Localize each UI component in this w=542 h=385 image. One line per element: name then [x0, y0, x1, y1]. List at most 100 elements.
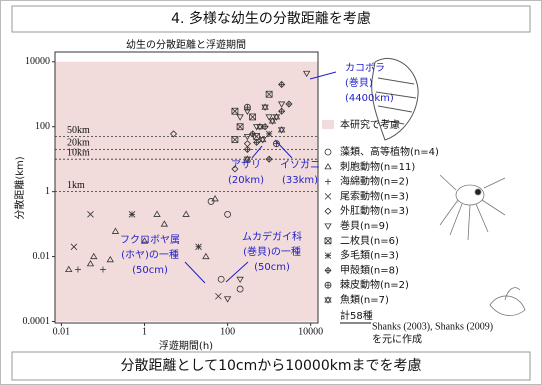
y-tick-label: 0.0001 — [23, 316, 51, 327]
point — [65, 265, 73, 272]
legend-band-swatch — [322, 120, 334, 129]
marker-part — [243, 133, 252, 141]
annotation-arrow — [251, 145, 263, 159]
legend-label: 多毛類(n=3) — [340, 249, 399, 262]
y-tick-label: 100 — [35, 121, 50, 132]
marker-part — [236, 114, 244, 121]
marker-part — [231, 107, 239, 115]
marker-part — [86, 259, 95, 267]
marker-part — [236, 123, 244, 131]
marker-part — [106, 255, 114, 263]
marker-part — [128, 211, 136, 218]
point — [231, 165, 239, 173]
legend-marker — [324, 148, 332, 156]
annotation-arrow — [274, 139, 293, 159]
point — [243, 155, 252, 163]
point — [231, 136, 239, 144]
legend-marker — [324, 223, 332, 230]
marker-part — [223, 296, 232, 303]
point — [265, 114, 273, 121]
marker-part — [224, 210, 232, 218]
point — [111, 227, 120, 234]
annotation: (ホヤ)の一種 — [121, 248, 179, 261]
marker-part — [211, 195, 219, 202]
y-tick-label: 10000 — [25, 56, 50, 67]
marker-part — [265, 90, 273, 98]
marker-part — [217, 275, 225, 283]
annotation: ムカデガイ科 — [242, 230, 302, 243]
point — [265, 155, 273, 163]
marker-part — [256, 122, 264, 130]
point — [215, 292, 222, 300]
ref-line-label: 10km — [67, 147, 90, 158]
x-tick-label: 0.01 — [53, 326, 71, 337]
legend-marker — [324, 252, 332, 259]
marker-part — [259, 137, 267, 144]
source-text: Shanks (2003), Shanks (2009) — [372, 321, 493, 332]
point — [278, 80, 286, 89]
point — [261, 123, 269, 131]
point — [202, 252, 210, 260]
marker-part — [182, 210, 190, 217]
point — [128, 211, 136, 218]
marker-part — [169, 130, 178, 138]
point — [259, 135, 267, 144]
annotation: (巻貝)の一種 — [243, 245, 301, 258]
point — [231, 107, 239, 115]
legend-label: 棘皮動物(n=2) — [340, 278, 409, 291]
marker-part — [324, 296, 332, 303]
ref-line-label: 1km — [67, 180, 85, 191]
point — [182, 210, 190, 217]
marker-part — [243, 156, 252, 163]
legend-marker — [324, 237, 332, 245]
point — [90, 252, 98, 260]
point — [217, 275, 225, 283]
title-box — [11, 5, 531, 33]
annotation: カコボラ — [345, 62, 385, 74]
marker-part — [324, 148, 332, 156]
considered-band — [55, 61, 318, 322]
marker-part — [324, 207, 332, 215]
point — [285, 100, 293, 108]
point — [211, 195, 219, 202]
legend-band-label: 本研究で考慮 — [340, 118, 400, 131]
point — [195, 243, 202, 251]
marker-part — [277, 127, 286, 134]
marker-part — [202, 252, 210, 260]
annotation: アサリ — [231, 159, 261, 171]
marker-part — [236, 123, 244, 130]
y-tick-label: 1 — [45, 186, 50, 197]
legend-label: 尾索動物(n=3) — [340, 189, 409, 202]
annotation: (巻貝) — [345, 77, 373, 89]
point — [265, 90, 273, 98]
point — [277, 101, 286, 108]
marker-part — [243, 155, 252, 162]
x-tick-label: 1 — [142, 326, 147, 337]
ref-line-label: 20km — [67, 138, 90, 149]
x-tick-label: 10000 — [298, 326, 323, 337]
point — [249, 130, 257, 138]
marker-part — [236, 276, 244, 284]
marker-part — [215, 292, 222, 300]
annotation: (4400km) — [345, 93, 394, 104]
marker-part — [231, 107, 239, 115]
legend-marker — [324, 193, 332, 200]
point — [236, 114, 244, 121]
point — [244, 103, 251, 111]
legend-label: 外肛動物(n=3) — [340, 204, 409, 217]
marker-part — [87, 211, 94, 218]
point — [243, 145, 251, 153]
point — [99, 266, 106, 273]
marker-part — [272, 114, 281, 121]
marker-part — [265, 90, 273, 98]
marker-part — [277, 126, 286, 133]
ref-line-label: 50km — [67, 125, 90, 136]
marker-part — [268, 118, 277, 125]
larva-illustration — [439, 174, 506, 241]
marker-part — [259, 135, 267, 143]
marker-part — [324, 252, 332, 259]
point — [268, 117, 277, 125]
marker-part — [261, 103, 269, 110]
annotation-arrow — [309, 71, 337, 80]
marker-part — [268, 117, 277, 124]
